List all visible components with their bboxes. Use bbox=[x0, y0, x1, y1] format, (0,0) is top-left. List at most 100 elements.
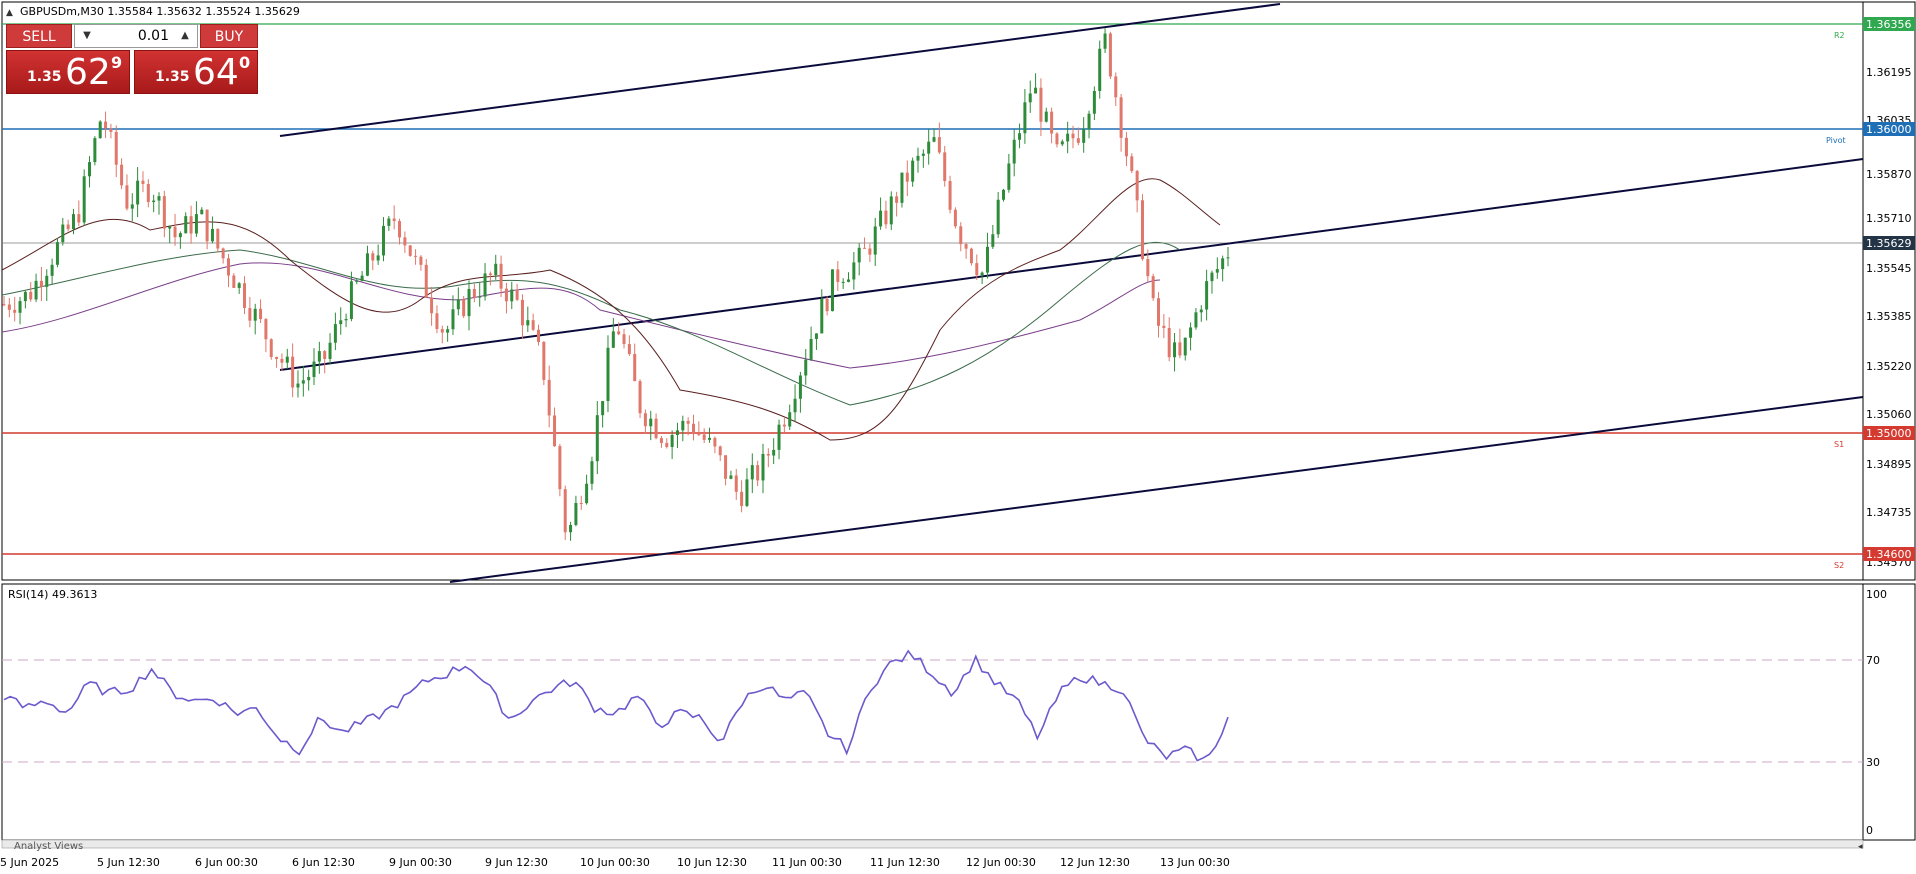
candle-body bbox=[499, 263, 503, 289]
ma-mid-line bbox=[1, 241, 1181, 406]
candle-body bbox=[675, 430, 679, 435]
candle-body bbox=[1215, 269, 1219, 273]
candle-body bbox=[381, 225, 385, 256]
buy-price-sup: 0 bbox=[239, 53, 251, 72]
candle-body bbox=[1018, 133, 1022, 140]
candle-body bbox=[1130, 156, 1134, 172]
candle-body bbox=[280, 358, 284, 363]
lot-size-stepper[interactable]: ▼ 0.01 ▲ bbox=[74, 24, 198, 48]
candle-body bbox=[761, 453, 765, 481]
price-axis-area bbox=[1862, 1, 1916, 581]
price-tick: 1.35710 bbox=[1866, 212, 1912, 225]
candle-body bbox=[456, 299, 460, 310]
candle-body bbox=[820, 298, 824, 334]
candle-body bbox=[1210, 272, 1214, 282]
candle-body bbox=[200, 209, 204, 215]
buy-button[interactable]: BUY bbox=[200, 24, 258, 48]
candle-body bbox=[1076, 138, 1080, 143]
candle-body bbox=[333, 324, 337, 343]
candle-body bbox=[879, 210, 883, 227]
ma-slow-line bbox=[1, 262, 1161, 369]
candle-body bbox=[1007, 163, 1011, 190]
candle-body bbox=[1055, 133, 1059, 145]
candle-body bbox=[398, 221, 402, 238]
lot-increase-arrow-icon[interactable]: ▲ bbox=[181, 30, 189, 41]
time-tick: 9 Jun 00:30 bbox=[389, 856, 452, 869]
candle-body bbox=[692, 423, 696, 435]
candle-body bbox=[109, 128, 113, 132]
candle-body bbox=[1167, 327, 1171, 358]
price-tick: 1.34735 bbox=[1866, 506, 1912, 519]
s2-price-tag-bg bbox=[1863, 547, 1915, 561]
candle-body bbox=[585, 483, 589, 504]
sell-price-box[interactable]: 1.35 62 9 bbox=[6, 50, 130, 94]
candle-body bbox=[686, 420, 690, 424]
candle-body bbox=[654, 418, 658, 439]
candle-body bbox=[1146, 259, 1150, 277]
candle-body bbox=[232, 275, 236, 288]
candle-body bbox=[542, 341, 546, 380]
rsi-tick: 0 bbox=[1866, 824, 1873, 837]
candle-body bbox=[104, 121, 108, 129]
candle-body bbox=[1050, 111, 1054, 134]
candle-body bbox=[836, 269, 840, 282]
time-tick: 6 Jun 00:30 bbox=[195, 856, 258, 869]
candle-body bbox=[868, 248, 872, 255]
candle-body bbox=[467, 288, 471, 317]
candle-body bbox=[205, 209, 209, 242]
s2-price-tag: 1.34600 bbox=[1866, 548, 1912, 561]
rsi-tick: 30 bbox=[1866, 756, 1880, 769]
candle-body bbox=[863, 247, 867, 249]
candle-body bbox=[34, 280, 38, 300]
candle-body bbox=[569, 524, 573, 533]
channel-upper-line[interactable] bbox=[279, 3, 1281, 137]
analyst-views-label[interactable]: Analyst Views bbox=[14, 841, 83, 852]
candle-body bbox=[130, 204, 134, 209]
candle-body bbox=[141, 180, 145, 184]
candle-body bbox=[120, 164, 124, 186]
buy-price-box[interactable]: 1.35 64 0 bbox=[134, 50, 258, 94]
candle-body bbox=[1108, 33, 1112, 77]
candle-body bbox=[788, 412, 792, 427]
collapse-triangle-icon[interactable]: ▲ bbox=[6, 8, 13, 18]
time-tick: 11 Jun 00:30 bbox=[772, 856, 842, 869]
scroll-arrow-icon[interactable]: ◂ bbox=[1858, 842, 1863, 852]
analyst-views-bar[interactable] bbox=[1, 839, 1864, 849]
candle-body bbox=[531, 320, 535, 330]
candle-body bbox=[756, 465, 760, 481]
candle-body bbox=[1205, 281, 1209, 310]
candle-body bbox=[734, 475, 738, 492]
candle-body bbox=[269, 339, 273, 358]
candle-body bbox=[526, 320, 530, 326]
candle-body bbox=[248, 308, 252, 321]
candle-body bbox=[301, 380, 305, 384]
candle-body bbox=[729, 475, 733, 479]
candle-body bbox=[2, 304, 6, 306]
sell-button[interactable]: SELL bbox=[6, 24, 72, 48]
candle-body bbox=[905, 172, 909, 182]
candle-body bbox=[50, 264, 54, 276]
candle-body bbox=[1199, 309, 1203, 313]
candle-body bbox=[1098, 48, 1102, 92]
candle-body bbox=[558, 446, 562, 490]
lot-decrease-arrow-icon[interactable]: ▼ bbox=[83, 30, 91, 41]
channel-lower-line[interactable] bbox=[449, 396, 1864, 583]
candle-body bbox=[895, 196, 899, 203]
rsi-frame bbox=[1, 583, 1864, 841]
time-tick: 13 Jun 00:30 bbox=[1160, 856, 1230, 869]
lot-size-input[interactable]: 0.01 bbox=[137, 28, 169, 44]
candle-body bbox=[590, 461, 594, 484]
candle-body bbox=[360, 275, 364, 281]
candle-body bbox=[1226, 257, 1230, 259]
candle-body bbox=[1039, 87, 1043, 122]
candle-body bbox=[996, 199, 1000, 235]
candle-body bbox=[403, 237, 407, 246]
candle-body bbox=[472, 288, 476, 298]
candle-body bbox=[13, 309, 17, 313]
candle-body bbox=[563, 489, 567, 533]
candle-body bbox=[702, 434, 706, 440]
candle-body bbox=[66, 224, 70, 230]
channel-middle-line[interactable] bbox=[279, 158, 1864, 371]
price-scale: 1.36195 1.36035 1.35870 1.35710 1.35545 … bbox=[1866, 66, 1912, 569]
